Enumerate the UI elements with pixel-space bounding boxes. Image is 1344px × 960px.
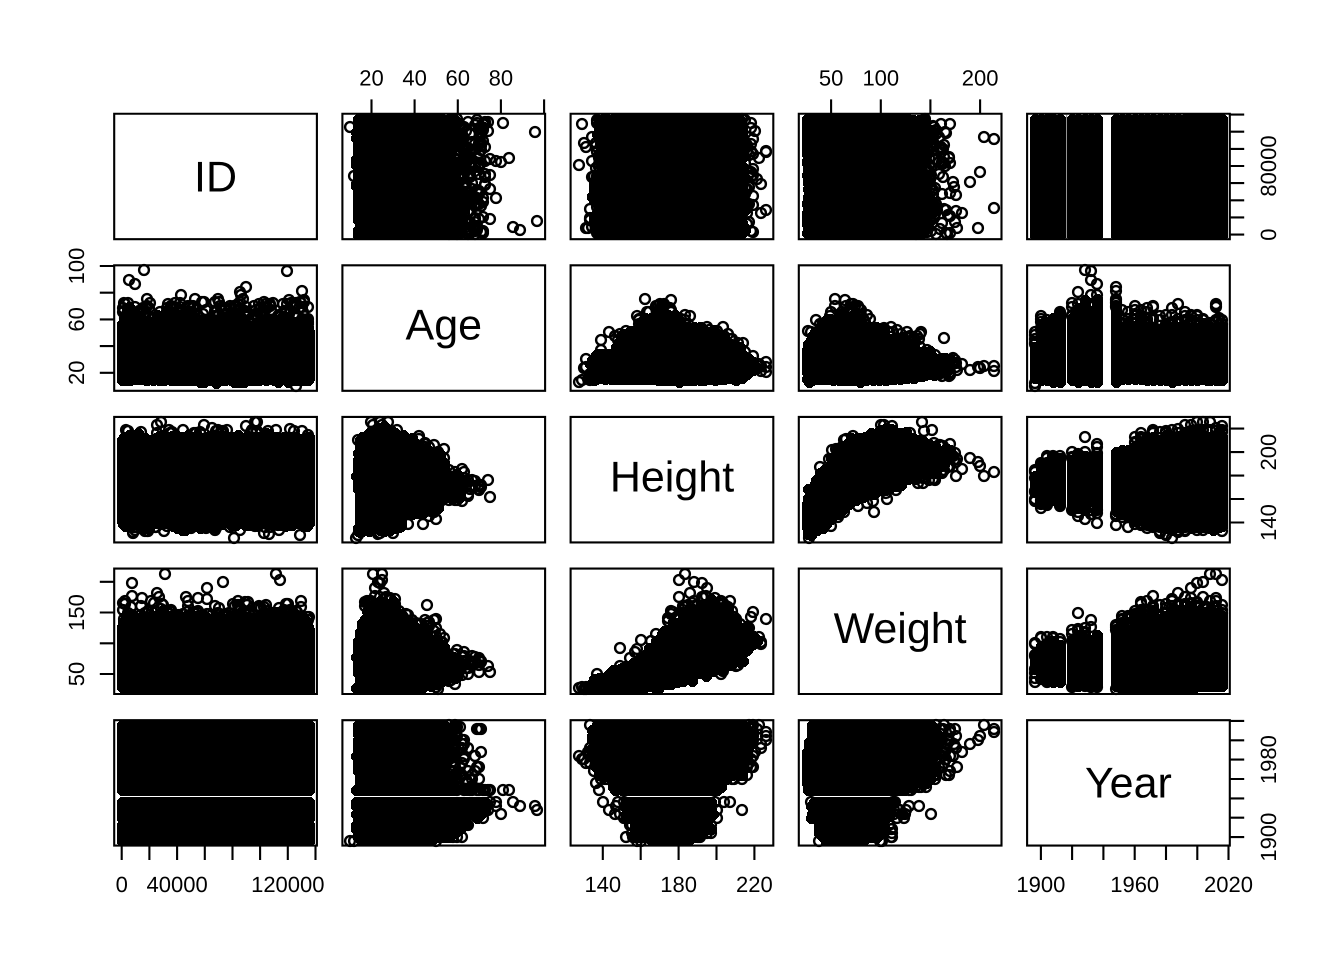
svg-text:100: 100 [862,65,899,90]
svg-text:200: 200 [962,65,999,90]
svg-text:1900: 1900 [1256,813,1281,862]
svg-text:1960: 1960 [1110,872,1159,897]
svg-text:ID: ID [194,153,237,201]
svg-text:140: 140 [1256,504,1281,541]
svg-text:80: 80 [489,65,513,90]
svg-text:0: 0 [116,872,128,897]
svg-text:Year: Year [1085,760,1172,808]
svg-text:100: 100 [64,248,89,285]
svg-text:20: 20 [64,361,89,385]
svg-text:50: 50 [819,65,843,90]
svg-text:140: 140 [584,872,621,897]
svg-text:150: 150 [64,594,89,631]
svg-text:Height: Height [610,453,734,501]
svg-text:200: 200 [1256,434,1281,471]
svg-text:Age: Age [406,302,483,350]
svg-text:60: 60 [446,65,470,90]
svg-text:20: 20 [359,65,383,90]
svg-text:2020: 2020 [1204,872,1253,897]
svg-text:40000: 40000 [147,872,208,897]
svg-text:1900: 1900 [1016,872,1065,897]
svg-text:0: 0 [1256,228,1281,240]
svg-text:50: 50 [64,662,89,686]
svg-text:180: 180 [660,872,697,897]
svg-text:220: 220 [736,872,773,897]
svg-text:80000: 80000 [1256,135,1281,196]
svg-text:60: 60 [64,307,89,331]
svg-text:120000: 120000 [251,872,324,897]
svg-text:40: 40 [402,65,426,90]
svg-text:1980: 1980 [1256,735,1281,784]
svg-text:Weight: Weight [834,605,967,653]
